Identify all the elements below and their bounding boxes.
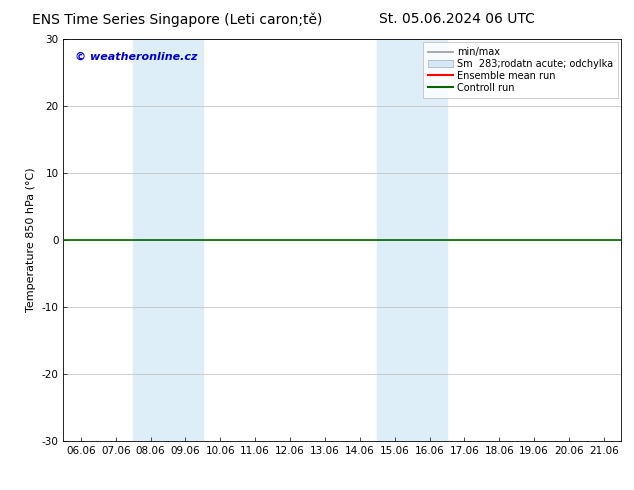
Text: St. 05.06.2024 06 UTC: St. 05.06.2024 06 UTC (378, 12, 534, 26)
Bar (133, 39, 203, 441)
Bar (377, 39, 447, 441)
Text: ENS Time Series Singapore (Leti caron;tě): ENS Time Series Singapore (Leti caron;tě… (32, 12, 323, 27)
Text: © weatheronline.cz: © weatheronline.cz (75, 51, 197, 61)
Legend: min/max, Sm  283;rodatn acute; odchylka, Ensemble mean run, Controll run: min/max, Sm 283;rodatn acute; odchylka, … (424, 42, 618, 98)
Y-axis label: Temperature 850 hPa (°C): Temperature 850 hPa (°C) (26, 168, 36, 313)
